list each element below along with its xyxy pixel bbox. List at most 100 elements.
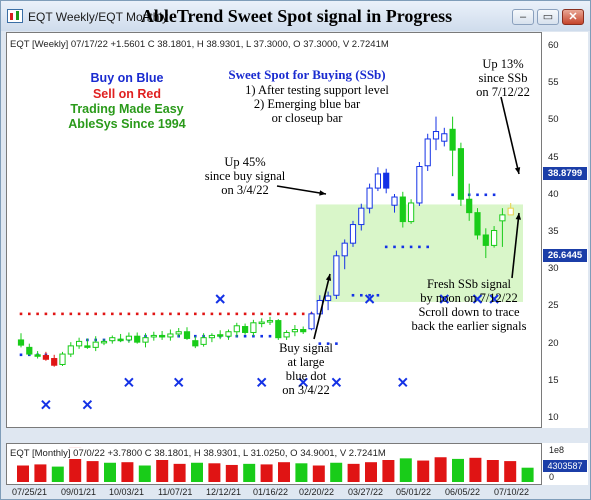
date-tick-label: 01/16/22 xyxy=(253,487,289,497)
candle-body xyxy=(291,329,298,333)
candle-body xyxy=(42,355,49,360)
candle-body xyxy=(325,295,332,301)
x-mark xyxy=(398,377,408,388)
price-tick-label: 60 xyxy=(548,39,559,51)
minimize-button[interactable]: – xyxy=(512,9,534,25)
weekly-price-axis[interactable] xyxy=(542,32,588,428)
volume-tag: 4303587 xyxy=(543,460,587,472)
monthly-volume-plot[interactable] xyxy=(7,444,541,484)
x-mark xyxy=(364,294,375,304)
sweet-spot-line-2: 2) Emerging blue bar xyxy=(253,97,361,111)
candle-body xyxy=(507,207,514,216)
date-tick-label: 10/03/21 xyxy=(109,487,145,497)
weekly-chart-plot[interactable] xyxy=(7,33,541,427)
buy-signal-arrow xyxy=(313,273,332,340)
candle-body xyxy=(84,345,91,348)
red-dot xyxy=(243,312,247,316)
red-dot xyxy=(194,312,197,316)
date-axis[interactable] xyxy=(6,485,588,499)
up45-line-2: since buy signal xyxy=(204,169,286,183)
volume-bar xyxy=(86,461,99,482)
up13-line-3: on 7/12/22 xyxy=(476,85,530,99)
volume-bar xyxy=(486,460,499,482)
candle-body xyxy=(76,340,83,347)
red-dot xyxy=(28,312,31,316)
volume-bar xyxy=(504,461,517,482)
legend-trading-made-easy: Trading Made Easy xyxy=(70,102,184,116)
candle-body xyxy=(308,313,315,330)
volume-bar xyxy=(347,463,360,482)
volume-bar xyxy=(365,462,377,482)
blue-dot xyxy=(376,293,380,297)
red-dot xyxy=(144,312,147,316)
close-button[interactable]: ✕ xyxy=(562,9,584,25)
candle-body xyxy=(391,196,398,206)
candle-body xyxy=(159,334,166,338)
sweet-spot-title: Sweet Spot for Buying (SSb) xyxy=(228,67,386,82)
price-tick-label: 30 xyxy=(548,263,559,275)
candle-body xyxy=(466,198,473,214)
volume-bar xyxy=(260,464,273,482)
window-tabs[interactable]: EQT Weekly/EQT Monthly xyxy=(28,10,169,24)
blue-dot xyxy=(326,342,330,345)
candle-body xyxy=(366,187,373,209)
price-tick-label: 25 xyxy=(548,300,559,312)
blue-dot xyxy=(19,353,23,357)
x-mark xyxy=(124,377,134,388)
candle-body xyxy=(399,196,406,223)
candle-body xyxy=(134,335,141,343)
candle-body xyxy=(341,242,348,257)
date-tick-label: 07/25/21 xyxy=(12,487,48,497)
window-controls: – ▭ ✕ xyxy=(509,7,584,25)
candle-body xyxy=(26,346,33,355)
red-dot xyxy=(202,312,205,316)
candle-body xyxy=(333,255,340,296)
candle-body xyxy=(474,212,481,236)
fresh-ssb-arrow xyxy=(511,212,522,279)
price-tick-label: 55 xyxy=(548,77,559,89)
red-dot xyxy=(69,312,73,316)
red-dot xyxy=(111,312,114,316)
candle-body xyxy=(125,335,133,341)
candle-body xyxy=(283,331,290,338)
blue-dot xyxy=(335,342,338,345)
buy-signal-line-2: at large xyxy=(287,355,325,369)
price-tick-label: 50 xyxy=(548,114,559,126)
red-dot xyxy=(260,312,263,316)
candle-body xyxy=(67,345,74,355)
volume-bar xyxy=(138,465,151,482)
candle-body xyxy=(225,331,232,337)
sweet-spot-zone xyxy=(315,204,523,302)
red-dot xyxy=(86,312,89,316)
volume-bar xyxy=(208,463,221,482)
x-mark xyxy=(298,377,308,388)
candle-body xyxy=(217,334,224,337)
candle-body xyxy=(233,325,240,333)
up13-line-2: since SSb xyxy=(478,71,528,85)
support-price-tag: 26.6445 xyxy=(543,249,587,262)
candle-body xyxy=(300,329,307,333)
red-dot xyxy=(293,312,297,316)
blue-dot xyxy=(476,193,479,197)
red-dot xyxy=(119,312,122,316)
restore-button[interactable]: ▭ xyxy=(537,9,559,25)
x-mark xyxy=(439,294,450,304)
x-mark xyxy=(215,294,225,304)
candle-body xyxy=(34,354,41,357)
red-dot xyxy=(268,312,272,316)
candle-body xyxy=(192,340,199,347)
legend-ablesys-since: AbleSys Since 1994 xyxy=(68,117,186,131)
price-tick-label: 45 xyxy=(548,151,559,163)
candle-body xyxy=(416,166,423,204)
blue-dot xyxy=(393,245,396,249)
volume-bar xyxy=(382,460,395,482)
legend-sell-on-red: Sell on Red xyxy=(92,87,162,101)
price-tick-label: 10 xyxy=(548,412,559,424)
candle-body xyxy=(250,322,257,333)
x-mark xyxy=(256,377,267,388)
volume-bar xyxy=(278,462,290,482)
red-dot xyxy=(127,312,131,316)
red-dot xyxy=(177,312,180,316)
date-tick-label: 05/01/22 xyxy=(396,487,432,497)
